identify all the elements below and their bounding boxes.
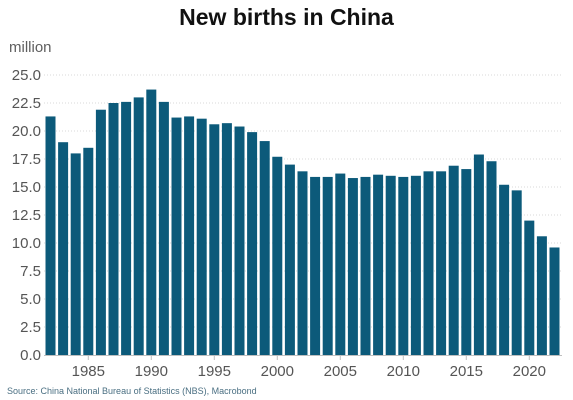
axes: 0.0 2.5 5.0 7.5 10.0 12.5 15.0 17.5 20.0 22.5 25.0… — [12, 67, 562, 380]
x-tick-label: 2005 — [324, 363, 357, 380]
bar-1987 — [108, 103, 119, 355]
y-tick-label: 10.0 — [12, 235, 41, 252]
bar-1990 — [146, 89, 157, 355]
x-tick-label: 1985 — [72, 363, 105, 380]
y-tick-label: 0.0 — [20, 347, 41, 364]
bar-1988 — [121, 101, 132, 355]
bar-2004 — [322, 176, 333, 355]
bar-1999 — [259, 141, 270, 355]
y-tick-label: 7.5 — [20, 263, 41, 280]
x-tick-label: 2010 — [387, 363, 420, 380]
bar-2013 — [436, 171, 447, 355]
x-tick-label: 2000 — [261, 363, 294, 380]
bar-2014 — [448, 165, 459, 355]
bar-2005 — [335, 173, 346, 355]
x-tick-label: 2020 — [513, 363, 546, 380]
bar-2009 — [385, 175, 396, 355]
source-note: Source: China National Bureau of Statist… — [7, 386, 257, 396]
chart-title: New births in China — [179, 4, 394, 30]
bar-1985 — [83, 147, 94, 355]
bar-2007 — [360, 176, 371, 355]
bar-1983 — [58, 142, 69, 355]
x-tick-label: 1995 — [198, 363, 231, 380]
y-axis-unit-label: million — [9, 39, 52, 56]
bar-2022 — [549, 247, 560, 355]
bar-2010 — [398, 176, 409, 355]
y-tick-label: 17.5 — [12, 151, 41, 168]
bar-2000 — [272, 156, 283, 355]
y-tick-label: 22.5 — [12, 95, 41, 112]
bar-1997 — [234, 126, 245, 356]
x-tick-label: 1990 — [135, 363, 168, 380]
bar-1995 — [209, 124, 220, 355]
y-tick-label: 2.5 — [20, 319, 41, 336]
y-tick-label: 25.0 — [12, 67, 41, 84]
bar-2008 — [373, 174, 384, 355]
y-tick-label: 15.0 — [12, 179, 41, 196]
bar-1992 — [171, 117, 182, 355]
y-tick-label: 20.0 — [12, 123, 41, 140]
bar-1986 — [95, 109, 106, 355]
bar-2017 — [486, 161, 497, 355]
bar-2011 — [410, 175, 421, 355]
bar-1993 — [184, 116, 195, 355]
x-tick-label: 2015 — [450, 363, 483, 380]
bar-1996 — [221, 123, 232, 355]
bar-2016 — [473, 154, 484, 355]
bar-1989 — [133, 97, 144, 356]
y-tick-label: 12.5 — [12, 207, 41, 224]
bar-1984 — [70, 153, 81, 355]
bar-2020 — [524, 220, 535, 355]
bar-2018 — [499, 184, 510, 355]
bar-2001 — [284, 164, 295, 355]
bar-2021 — [536, 236, 547, 355]
y-tick-label: 5.0 — [20, 291, 41, 308]
bar-1982 — [45, 116, 56, 355]
bar-2015 — [461, 169, 472, 355]
bar-1994 — [196, 118, 207, 356]
bar-1991 — [158, 101, 169, 355]
bar-2019 — [511, 190, 522, 355]
bars — [45, 89, 560, 356]
bar-2006 — [347, 178, 358, 355]
bar-1998 — [247, 132, 258, 355]
bar-2012 — [423, 171, 434, 355]
bar-2002 — [297, 171, 308, 355]
bar-2003 — [310, 176, 321, 355]
